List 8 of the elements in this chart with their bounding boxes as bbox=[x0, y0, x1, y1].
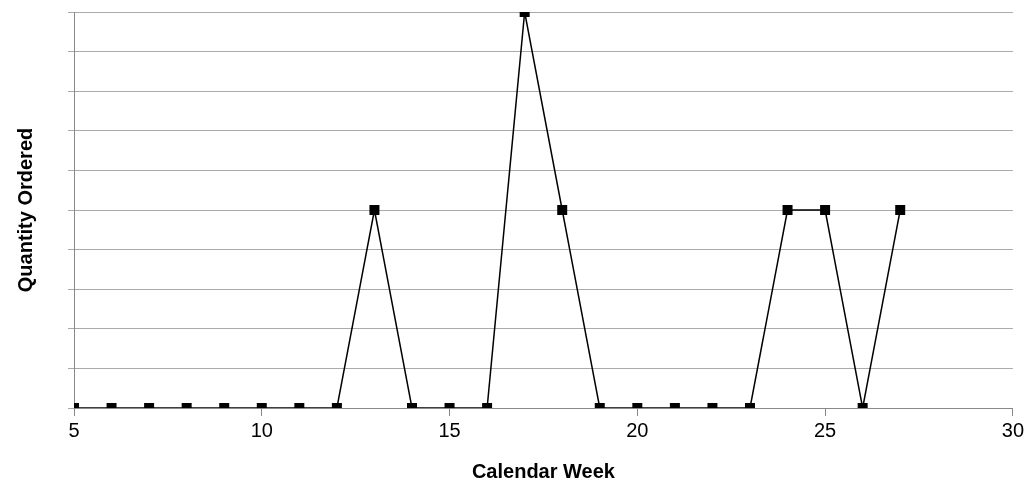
x-tick-label: 25 bbox=[813, 418, 837, 441]
x-tick-label: 15 bbox=[438, 418, 461, 441]
x-tick-label: 20 bbox=[626, 418, 649, 441]
y-axis-title: Quantity Ordered bbox=[13, 127, 36, 293]
x-tick-label: 5 bbox=[68, 418, 80, 441]
x-tick-label: 10 bbox=[250, 418, 273, 441]
x-tick-label: 30 bbox=[1001, 418, 1024, 441]
x-axis-title: Calendar Week bbox=[471, 459, 616, 482]
